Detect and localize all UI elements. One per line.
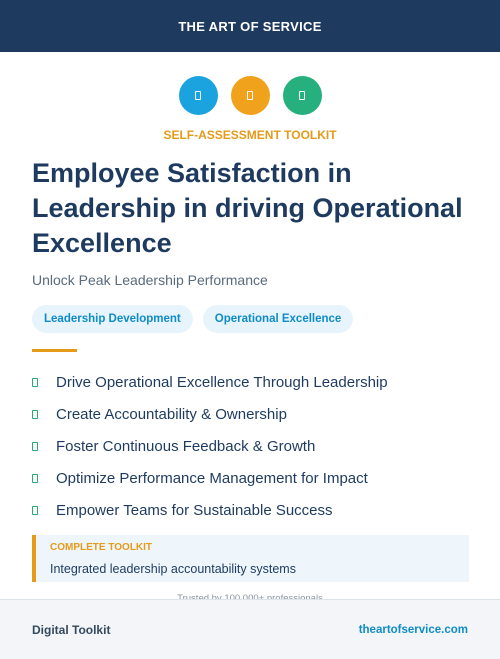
check-icon <box>32 409 38 419</box>
brand-name: THE ART OF SERVICE <box>178 18 322 34</box>
tag-leadership-development: Leadership Development <box>32 305 193 333</box>
list-item: Drive Operational Excellence Through Lea… <box>32 366 388 398</box>
check-icon <box>32 473 38 483</box>
footer: Digital Toolkit theartofservice.com <box>0 599 500 659</box>
list-item: Foster Continuous Feedback & Growth <box>32 430 388 462</box>
callout-text: Integrated leadership accountability sys… <box>50 562 296 576</box>
subtitle: Unlock Peak Leadership Performance <box>32 272 268 288</box>
list-item-text: Empower Teams for Sustainable Success <box>56 501 333 519</box>
page-title: Employee Satisfaction in Leadership in d… <box>32 158 463 258</box>
tag-list: Leadership Development Operational Excel… <box>32 305 354 333</box>
list-item: Empower Teams for Sustainable Success <box>32 494 388 526</box>
accent-divider <box>32 349 77 352</box>
list-item-text: Optimize Performance Management for Impa… <box>56 469 368 487</box>
footer-label: Digital Toolkit <box>32 622 111 637</box>
orange-square-icon <box>230 76 270 115</box>
list-item-text: Drive Operational Excellence Through Lea… <box>56 373 388 391</box>
list-item-text: Foster Continuous Feedback & Growth <box>56 437 316 455</box>
check-icon <box>32 377 38 387</box>
list-item: Create Accountability & Ownership <box>32 398 388 430</box>
callout-label: COMPLETE TOOLKIT <box>50 542 153 553</box>
benefit-list: Drive Operational Excellence Through Lea… <box>32 366 388 526</box>
check-icon <box>32 505 38 515</box>
list-item: Optimize Performance Management for Impa… <box>32 462 388 494</box>
trusted-note: Trusted by 100,000+ professionals <box>177 593 323 601</box>
icon-row <box>0 76 500 115</box>
green-square-icon <box>282 76 322 115</box>
check-icon <box>32 441 38 451</box>
tag-operational-excellence: Operational Excellence <box>202 305 354 333</box>
list-item-text: Create Accountability & Ownership <box>56 405 287 423</box>
website-link[interactable]: theartofservice.com <box>358 623 468 636</box>
toolkit-callout: COMPLETE TOOLKIT Integrated leadership a… <box>32 535 469 582</box>
blue-square-icon <box>178 76 218 115</box>
top-banner: THE ART OF SERVICE <box>0 0 500 52</box>
kicker-label: SELF-ASSESSMENT TOOLKIT <box>163 128 337 142</box>
